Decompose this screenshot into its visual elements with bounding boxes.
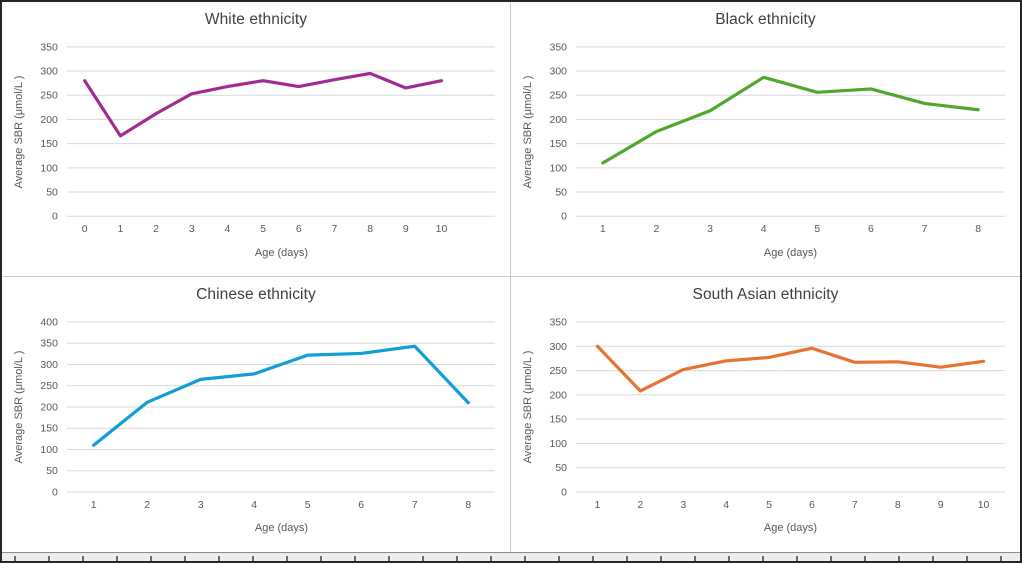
svg-text:350: 350 bbox=[40, 339, 58, 350]
svg-text:100: 100 bbox=[40, 445, 58, 456]
svg-text:150: 150 bbox=[40, 139, 58, 150]
chart-panel-south-asian-ethnicity: South Asian ethnicity Average SBR (μmol/… bbox=[511, 277, 1020, 552]
svg-text:8: 8 bbox=[975, 224, 981, 235]
svg-text:100: 100 bbox=[40, 163, 58, 174]
svg-text:9: 9 bbox=[403, 224, 409, 235]
x-axis-label: Age (days) bbox=[763, 522, 818, 534]
chart-title: White ethnicity bbox=[204, 11, 308, 28]
svg-text:0: 0 bbox=[52, 487, 58, 498]
svg-text:100: 100 bbox=[549, 163, 567, 174]
svg-text:1: 1 bbox=[117, 224, 123, 235]
plot-area: 0 50 100 150 200 250 300 350 400 1 2 3 4 5 6 7 8 bbox=[40, 317, 496, 511]
svg-text:7: 7 bbox=[332, 224, 338, 235]
svg-text:7: 7 bbox=[922, 224, 928, 235]
svg-text:5: 5 bbox=[766, 499, 772, 511]
svg-text:350: 350 bbox=[549, 317, 567, 329]
svg-text:0: 0 bbox=[82, 224, 88, 235]
svg-text:8: 8 bbox=[367, 224, 373, 235]
svg-text:300: 300 bbox=[40, 360, 58, 371]
svg-text:8: 8 bbox=[895, 499, 901, 511]
svg-text:2: 2 bbox=[144, 500, 150, 511]
plot-area: 0 50 100 150 200 250 300 350 0 1 2 3 4 5 6 7 8 9 10 bbox=[40, 42, 496, 235]
svg-text:2: 2 bbox=[654, 224, 660, 235]
x-axis-label: Age (days) bbox=[254, 247, 309, 259]
svg-text:250: 250 bbox=[40, 381, 58, 392]
svg-text:250: 250 bbox=[549, 91, 567, 102]
svg-text:0: 0 bbox=[561, 487, 567, 499]
chart-title: Black ethnicity bbox=[715, 11, 816, 28]
svg-text:10: 10 bbox=[978, 499, 990, 511]
svg-text:300: 300 bbox=[549, 341, 567, 353]
svg-text:1: 1 bbox=[595, 499, 601, 511]
plot-area: 0 50 100 150 200 250 300 350 1 2 3 4 5 6 7 8 9 10 bbox=[549, 317, 1005, 511]
svg-text:50: 50 bbox=[46, 466, 58, 477]
svg-text:9: 9 bbox=[938, 499, 944, 511]
svg-text:4: 4 bbox=[761, 224, 767, 235]
svg-text:50: 50 bbox=[555, 188, 567, 199]
svg-text:6: 6 bbox=[296, 224, 302, 235]
svg-text:4: 4 bbox=[251, 500, 257, 511]
cropped-spreadsheet-edge bbox=[2, 552, 1020, 561]
svg-text:2: 2 bbox=[637, 499, 643, 511]
chart-panel-chinese-ethnicity: Chinese ethnicity Average SBR (μmol/L ) … bbox=[2, 277, 511, 552]
svg-text:5: 5 bbox=[814, 224, 820, 235]
chart-title: Chinese ethnicity bbox=[196, 286, 316, 303]
x-axis-label: Age (days) bbox=[763, 247, 818, 259]
svg-text:400: 400 bbox=[40, 317, 58, 328]
svg-text:300: 300 bbox=[549, 67, 567, 78]
plot-area: 0 50 100 150 200 250 300 350 1 2 3 4 5 6 7 8 bbox=[549, 42, 1005, 235]
svg-text:1: 1 bbox=[600, 224, 606, 235]
svg-text:300: 300 bbox=[40, 67, 58, 78]
chart-title: South Asian ethnicity bbox=[692, 286, 839, 303]
svg-text:0: 0 bbox=[52, 212, 58, 223]
svg-text:6: 6 bbox=[358, 500, 364, 511]
svg-text:6: 6 bbox=[868, 224, 874, 235]
svg-text:3: 3 bbox=[680, 499, 686, 511]
svg-text:50: 50 bbox=[555, 462, 567, 474]
svg-text:4: 4 bbox=[723, 499, 729, 511]
svg-text:150: 150 bbox=[549, 414, 567, 426]
svg-text:150: 150 bbox=[40, 424, 58, 435]
x-axis-label: Age (days) bbox=[254, 522, 309, 534]
svg-text:0: 0 bbox=[561, 212, 567, 223]
svg-text:7: 7 bbox=[412, 500, 418, 511]
svg-text:150: 150 bbox=[549, 139, 567, 150]
svg-text:5: 5 bbox=[260, 224, 266, 235]
svg-text:100: 100 bbox=[549, 438, 567, 450]
svg-text:200: 200 bbox=[40, 402, 58, 413]
svg-text:250: 250 bbox=[549, 365, 567, 377]
svg-text:3: 3 bbox=[198, 500, 204, 511]
svg-text:8: 8 bbox=[465, 500, 471, 511]
svg-text:200: 200 bbox=[549, 389, 567, 401]
svg-text:350: 350 bbox=[40, 42, 58, 53]
svg-text:10: 10 bbox=[436, 224, 448, 235]
svg-text:250: 250 bbox=[40, 91, 58, 102]
svg-text:6: 6 bbox=[809, 499, 815, 511]
svg-text:7: 7 bbox=[852, 499, 858, 511]
svg-text:350: 350 bbox=[549, 42, 567, 53]
svg-text:50: 50 bbox=[46, 188, 58, 199]
svg-text:3: 3 bbox=[189, 224, 195, 235]
svg-text:1: 1 bbox=[91, 500, 97, 511]
svg-text:3: 3 bbox=[707, 224, 713, 235]
svg-text:5: 5 bbox=[305, 500, 311, 511]
svg-text:200: 200 bbox=[40, 115, 58, 126]
svg-text:2: 2 bbox=[153, 224, 159, 235]
svg-text:200: 200 bbox=[549, 115, 567, 126]
svg-text:4: 4 bbox=[225, 224, 231, 235]
